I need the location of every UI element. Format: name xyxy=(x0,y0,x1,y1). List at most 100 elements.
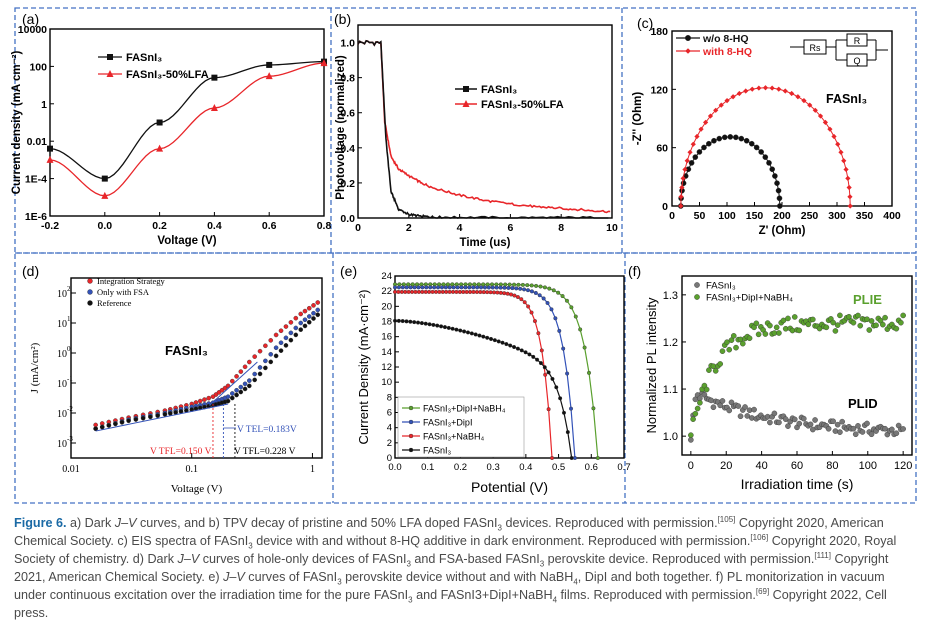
x-tick-label: 2 xyxy=(406,222,412,234)
data-point xyxy=(278,328,284,334)
caption-segment: – xyxy=(183,552,191,566)
data-point xyxy=(554,385,559,390)
data-point xyxy=(156,119,163,126)
data-point xyxy=(498,290,503,295)
caption-segment: and FSA-based FASnI xyxy=(410,552,540,566)
data-point xyxy=(832,428,839,434)
series-line xyxy=(357,39,609,219)
data-point xyxy=(476,282,481,287)
caption-segment: Copyright 2020, Royal Society of chemist… xyxy=(14,534,897,566)
data-point xyxy=(101,175,108,182)
data-point xyxy=(712,368,719,374)
circuit-r xyxy=(846,33,868,47)
data-point xyxy=(252,354,257,359)
data-point xyxy=(782,416,789,422)
data-point xyxy=(486,285,491,290)
x-tick-label: 50 xyxy=(694,210,706,222)
x-axis-label: Z' (Ohm) xyxy=(759,225,806,237)
data-point xyxy=(541,296,546,301)
data-point xyxy=(225,398,231,404)
data-point xyxy=(717,361,724,367)
caption-segment: Copyright 2020, American Chemical Societ… xyxy=(14,516,884,548)
data-point xyxy=(758,149,764,155)
legend-label: FASnI₃+NaBH₄ xyxy=(423,432,484,442)
caption-segment: V xyxy=(190,552,200,566)
data-point xyxy=(463,285,468,290)
data-point xyxy=(749,86,755,92)
data-point xyxy=(688,437,694,443)
x-tick-label: 0.1 xyxy=(185,464,198,475)
x-tick-label: 100 xyxy=(718,210,736,222)
data-point xyxy=(298,311,304,317)
panel-f: (f) 0 20 40 60 80 100 120 1.0 1.1 1.2 1.3 Irradiatio… xyxy=(628,263,913,492)
data-point xyxy=(847,194,853,200)
data-point xyxy=(471,289,476,294)
data-point xyxy=(831,133,837,140)
vtfl-label: V TFL=0.228 V xyxy=(234,447,296,457)
x-tick-label: 0.7 xyxy=(617,462,630,473)
data-point xyxy=(238,369,244,374)
data-point xyxy=(230,395,235,401)
data-point xyxy=(485,290,490,295)
data-point xyxy=(850,425,857,432)
data-point xyxy=(447,289,452,294)
data-point xyxy=(439,285,444,290)
data-point xyxy=(211,74,218,81)
data-point xyxy=(749,415,755,421)
data-point xyxy=(730,94,736,100)
data-point xyxy=(529,283,534,288)
data-point xyxy=(410,282,415,287)
data-point xyxy=(443,285,448,290)
data-point xyxy=(855,423,861,429)
legend-marker xyxy=(694,294,700,300)
data-point xyxy=(99,424,105,430)
data-point xyxy=(694,133,700,140)
y-tick-label: 10 xyxy=(57,349,67,360)
caption-segment: curves, and b) TPV decay of pristine and… xyxy=(136,516,498,530)
legend-label: FASnI₃+DipI+NaBH₄ xyxy=(706,293,793,304)
data-point xyxy=(315,307,321,313)
data-point xyxy=(733,134,739,141)
data-point xyxy=(855,312,861,319)
data-point xyxy=(481,282,486,287)
data-point xyxy=(444,289,449,294)
data-point xyxy=(257,371,263,377)
data-point xyxy=(810,316,816,323)
data-point xyxy=(475,285,480,290)
caption-segment: J xyxy=(223,570,230,584)
data-point xyxy=(489,336,494,341)
data-point xyxy=(481,334,486,339)
data-point xyxy=(730,333,737,339)
y-tick-exponent: 1 xyxy=(67,315,71,323)
data-point xyxy=(785,423,791,429)
fit-line xyxy=(209,361,258,406)
data-point xyxy=(461,289,466,294)
data-point xyxy=(202,397,207,402)
data-point xyxy=(717,402,724,409)
data-point xyxy=(306,314,312,319)
y-tick-label: 10 xyxy=(57,409,67,420)
circuit-label: Rs xyxy=(810,43,821,53)
data-point xyxy=(850,319,857,326)
data-point xyxy=(238,384,244,390)
panel-e: (e)0.0 0.1 0.2 0.3 0.4 0.5 0.6 0.70246810121416… xyxy=(340,263,631,495)
caption-segment: V xyxy=(236,570,245,584)
data-point xyxy=(785,315,791,322)
data-point xyxy=(898,319,904,326)
data-point xyxy=(692,154,699,160)
data-point xyxy=(557,328,562,333)
data-point xyxy=(769,166,776,173)
data-point xyxy=(498,285,503,290)
vtfl-label: V TFL=0.150 V xyxy=(150,447,212,457)
x-axis-label: Time (us) xyxy=(460,237,511,249)
data-point xyxy=(713,107,719,113)
caption-segment: curves of hole-only devices of FASnI xyxy=(199,552,407,566)
data-point xyxy=(791,416,798,423)
data-point xyxy=(206,395,212,401)
data-point xyxy=(430,289,435,294)
panel-label: (e) xyxy=(340,263,357,279)
data-point xyxy=(703,119,709,125)
y-tick-exponent: 0 xyxy=(67,345,71,353)
data-point xyxy=(529,289,534,294)
data-point xyxy=(692,410,699,417)
